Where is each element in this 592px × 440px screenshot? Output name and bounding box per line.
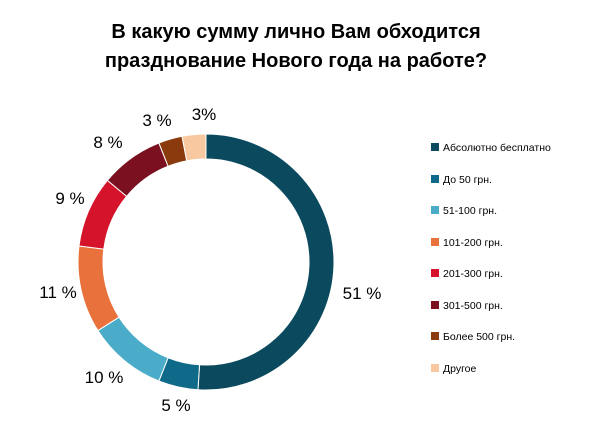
legend-item-3: 51-100 грн. xyxy=(431,205,591,218)
legend-swatch-3 xyxy=(431,206,439,215)
legend-item-5: 201-300 грн. xyxy=(431,268,591,281)
slice-value-label-2: 5 % xyxy=(161,396,190,415)
legend-swatch-7 xyxy=(431,332,439,341)
legend-label-7: Более 500 грн. xyxy=(443,331,516,343)
slice-value-label-6: 8 % xyxy=(93,133,122,152)
slice-value-label-4: 11 % xyxy=(39,283,77,302)
legend-swatch-5 xyxy=(431,269,439,278)
legend-swatch-2 xyxy=(431,174,439,183)
legend-label-2: До 50 грн. xyxy=(443,173,492,186)
legend-label-8: Другое xyxy=(443,362,477,375)
slice-value-label-5: 9 % xyxy=(55,189,84,208)
slice-value-label-1: 51 % xyxy=(343,284,382,303)
legend-item-8: Другое xyxy=(431,363,591,376)
chart-legend: Абсолютно бесплатно До 50 грн. 51-100 грн.… xyxy=(431,142,591,394)
legend-label-1: Абсолютно бесплатно xyxy=(443,142,551,154)
legend-swatch-8 xyxy=(431,363,439,372)
legend-item-6: 301-500 грн. xyxy=(431,300,591,313)
chart-title-line-2: празднование Нового года на работе? xyxy=(104,50,488,72)
slice-value-label-8: 3% xyxy=(192,105,217,124)
legend-item-2: До 50 грн. xyxy=(431,174,591,187)
donut-slice-8 xyxy=(181,133,207,162)
legend-label-6: 301-500 грн. xyxy=(443,299,503,312)
legend-swatch-6 xyxy=(431,300,439,309)
legend-item-1: Абсолютно бесплатно xyxy=(431,142,591,155)
legend-label-4: 101-200 грн. xyxy=(443,236,503,249)
slice-value-label-7: 3 % xyxy=(142,111,171,130)
legend-label-5: 201-300 грн. xyxy=(443,268,503,280)
chart-title: В какую сумму лично Вам обходится праздн… xyxy=(0,18,592,76)
legend-item-4: 101-200 грн. xyxy=(431,237,591,250)
legend-swatch-4 xyxy=(431,237,439,246)
legend-label-3: 51-100 грн. xyxy=(443,205,497,217)
legend-swatch-1 xyxy=(431,143,439,152)
donut-slice-1 xyxy=(197,133,335,391)
donut-slice-4 xyxy=(77,245,120,332)
chart-title-line-1: В какую сумму лично Вам обходится xyxy=(111,21,481,43)
slice-value-label-3: 10 % xyxy=(85,368,124,387)
legend-item-7: Более 500 грн. xyxy=(431,331,591,344)
